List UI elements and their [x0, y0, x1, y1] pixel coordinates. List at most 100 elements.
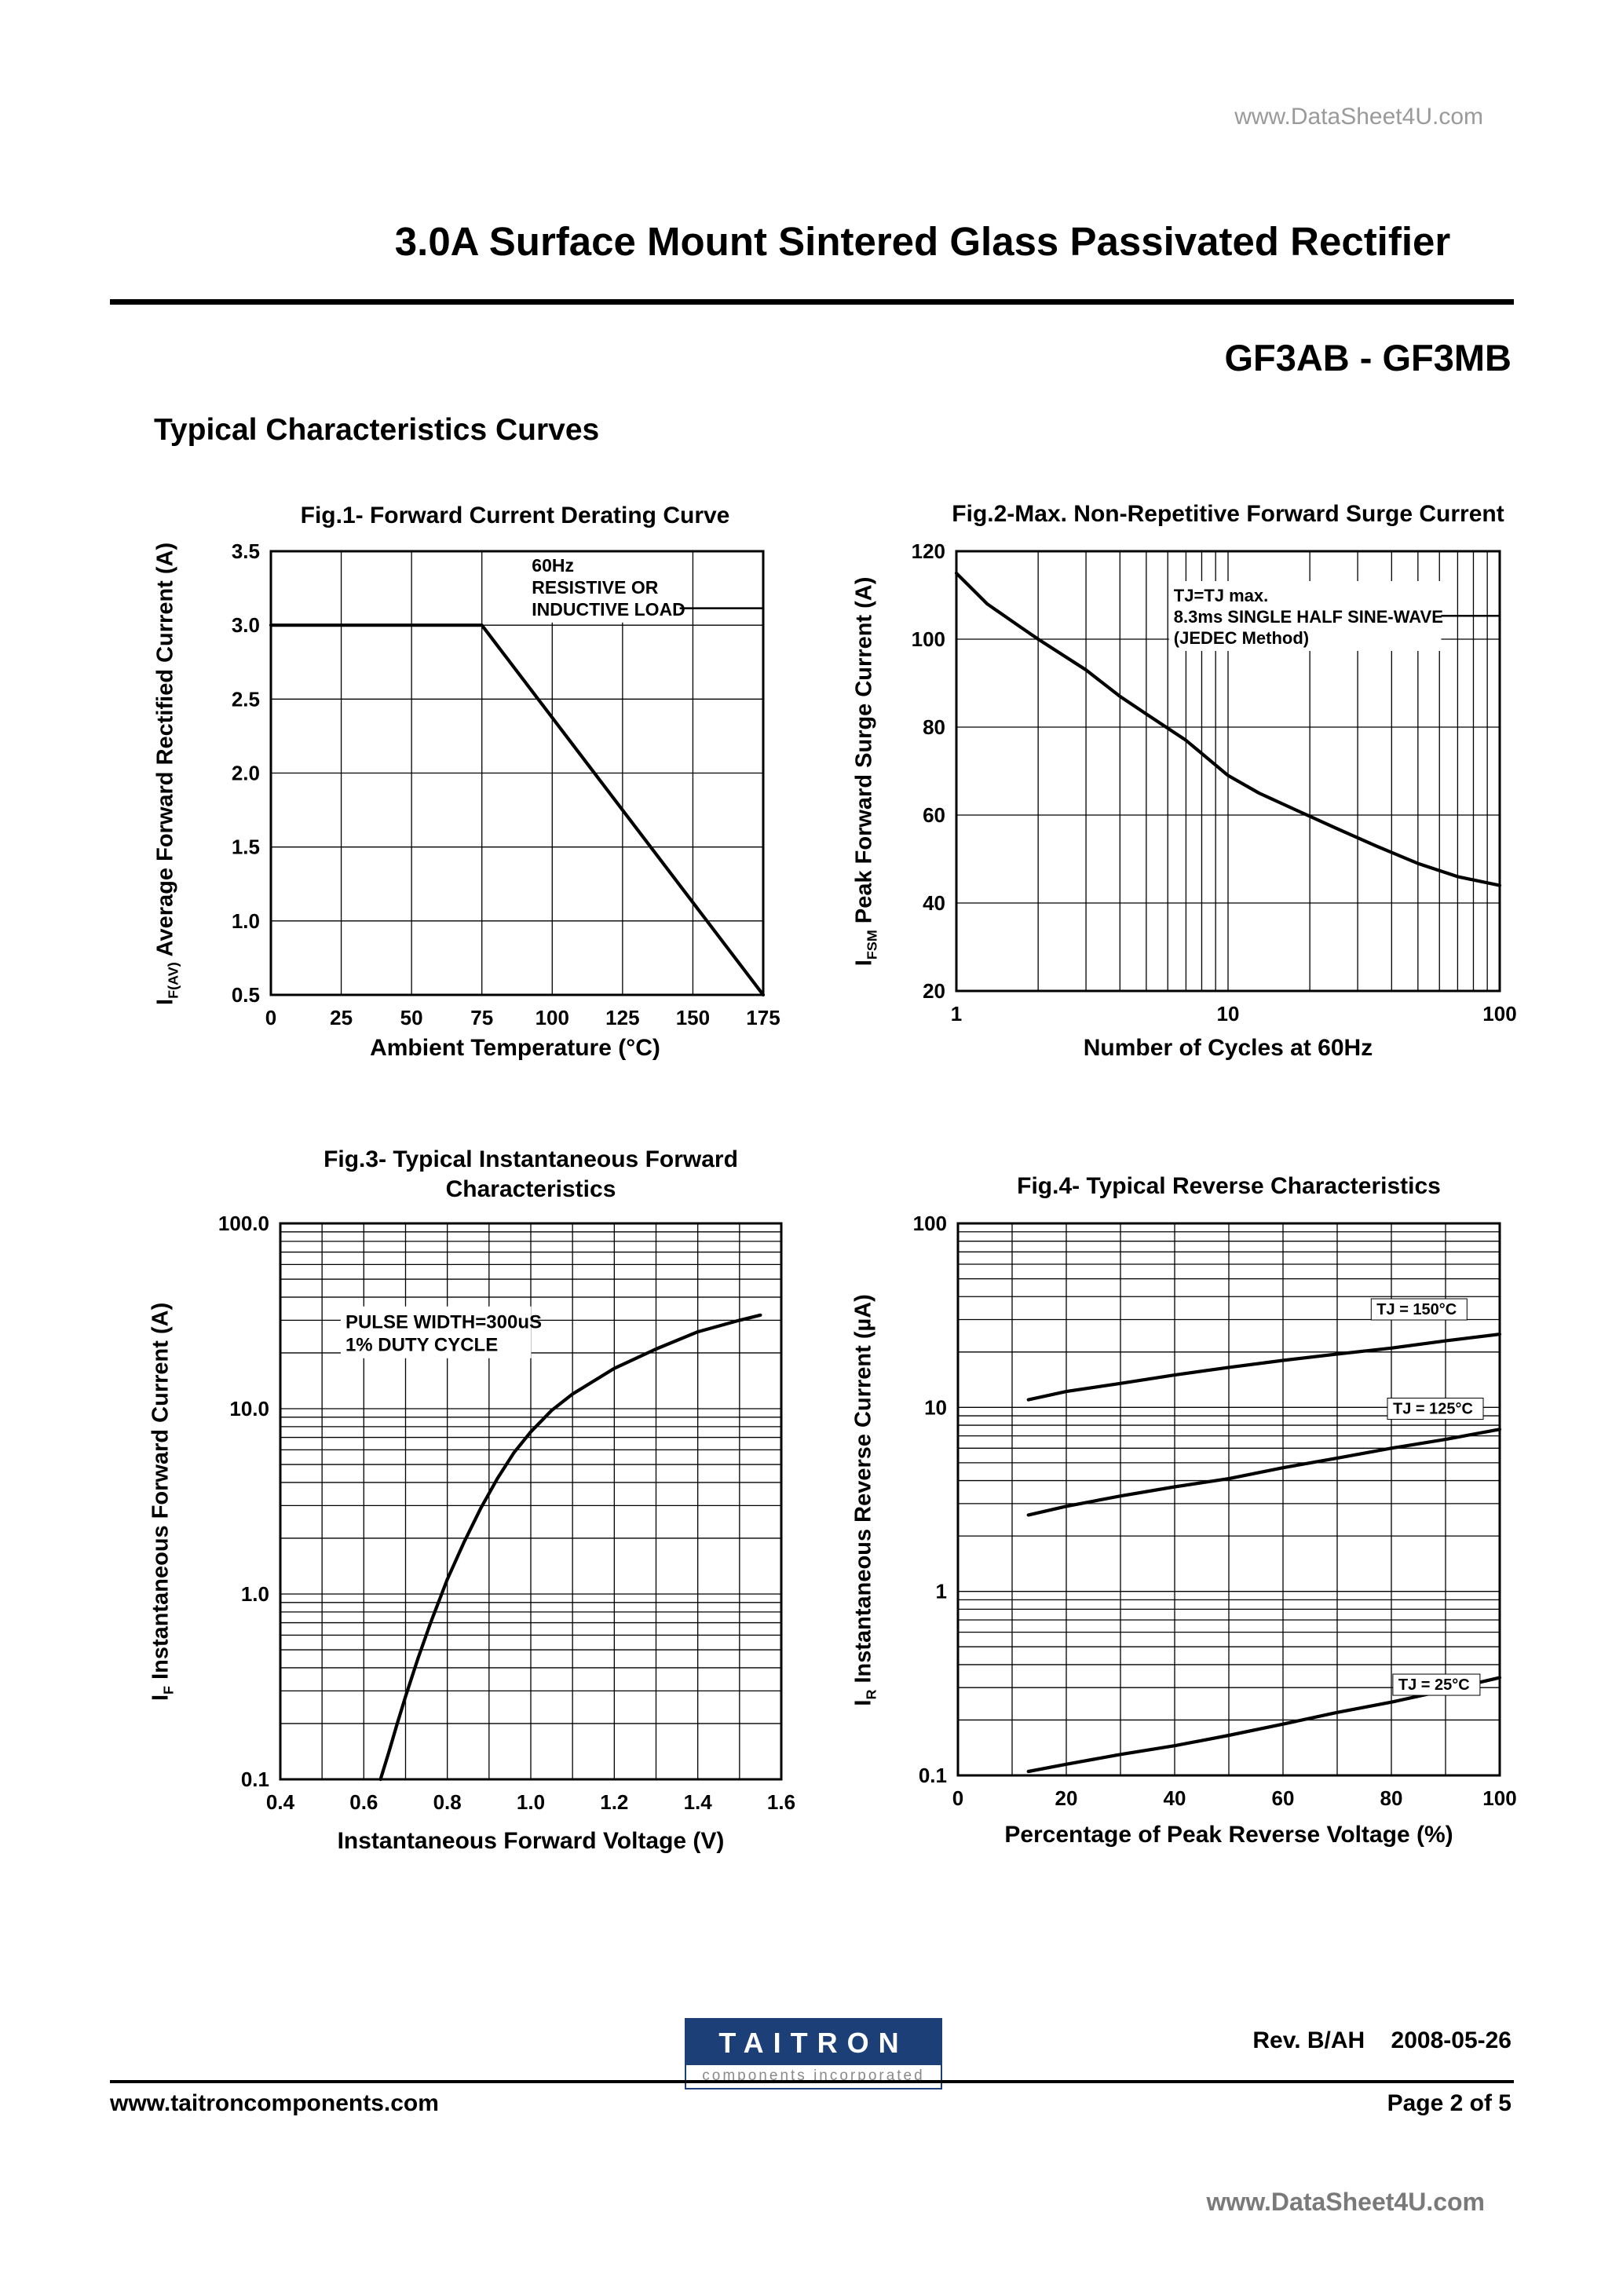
svg-text:3.0: 3.0 — [232, 613, 260, 637]
svg-text:1.0: 1.0 — [232, 909, 260, 933]
document-title: 3.0A Surface Mount Sintered Glass Passiv… — [394, 219, 1451, 264]
svg-text:60: 60 — [1272, 1786, 1295, 1810]
footer-divider — [110, 2080, 1514, 2083]
fig2-y-subscript: FSM — [864, 930, 880, 960]
svg-text:PULSE WIDTH=300uS: PULSE WIDTH=300uS — [345, 1312, 542, 1333]
fig4-x-axis-label: Percentage of Peak Reverse Voltage (%) — [1004, 1822, 1453, 1848]
svg-text:60: 60 — [923, 803, 945, 827]
taitron-logo-tagline: components incorporated — [686, 2065, 941, 2088]
svg-text:0.1: 0.1 — [919, 1764, 947, 1787]
svg-text:25: 25 — [330, 1006, 353, 1029]
taitron-logo: TAITRON components incorporated — [685, 2018, 942, 2089]
svg-text:120: 120 — [912, 539, 945, 563]
forward-characteristics-curve — [378, 1313, 762, 1782]
svg-text:1% DUTY CYCLE: 1% DUTY CYCLE — [345, 1335, 498, 1356]
fig4-y-subscript: R — [863, 1689, 879, 1700]
svg-text:100.0: 100.0 — [218, 1212, 269, 1235]
svg-text:1.2: 1.2 — [600, 1790, 628, 1814]
fig2-y-text: Peak Forward Surge Current (A) — [851, 576, 877, 930]
svg-text:8.3ms SINGLE HALF SINE-WAVE: 8.3ms SINGLE HALF SINE-WAVE — [1174, 607, 1443, 627]
fig3-y-subscript: F — [160, 1685, 177, 1695]
taitron-logo-wordmark: TAITRON — [686, 2020, 941, 2065]
svg-text:40: 40 — [1164, 1786, 1186, 1810]
svg-text:100: 100 — [1482, 1002, 1516, 1026]
svg-text:1.6: 1.6 — [767, 1790, 795, 1814]
fig2-x-axis-label: Number of Cycles at 60Hz — [1083, 1035, 1373, 1061]
part-number: GF3AB - GF3MB — [1224, 337, 1512, 378]
header-divider — [110, 299, 1514, 305]
svg-text:100: 100 — [913, 1212, 947, 1235]
company-website-link[interactable]: www.taitroncomponents.com — [110, 2090, 439, 2116]
svg-text:1.4: 1.4 — [684, 1790, 713, 1814]
fig1-y-symbol: I — [152, 998, 178, 1005]
svg-text:3.5: 3.5 — [232, 539, 260, 563]
svg-text:0.4: 0.4 — [266, 1790, 295, 1814]
svg-text:75: 75 — [470, 1006, 493, 1029]
svg-text:1: 1 — [936, 1580, 947, 1603]
fig3-y-symbol: I — [148, 1694, 174, 1702]
svg-text:0.5: 0.5 — [232, 983, 260, 1007]
page-number: Page 2 of 5 — [1387, 2090, 1512, 2116]
fig4-y-text: Instantaneous Reverse Current (µA) — [850, 1294, 876, 1690]
svg-text:10.0: 10.0 — [229, 1397, 269, 1420]
svg-text:40: 40 — [923, 891, 945, 915]
svg-text:TJ=TJ max.: TJ=TJ max. — [1174, 586, 1268, 605]
fig1-y-axis-label: IF(AV) Average Forward Rectified Current… — [153, 499, 182, 1048]
svg-text:1.0: 1.0 — [517, 1790, 545, 1814]
section-heading: Typical Characteristics Curves — [154, 413, 600, 447]
svg-text:60Hz: 60Hz — [532, 555, 574, 576]
svg-text:10: 10 — [924, 1395, 947, 1419]
fig1-x-axis-label: Ambient Temperature (°C) — [370, 1035, 660, 1061]
svg-text:TJ = 25°C: TJ = 25°C — [1398, 1676, 1470, 1694]
fig2-title: Fig.2-Max. Non-Repetitive Forward Surge … — [952, 501, 1504, 527]
fig3-x-axis-label: Instantaneous Forward Voltage (V) — [337, 1828, 725, 1854]
tj-25-curve — [1026, 1676, 1502, 1774]
svg-text:0.8: 0.8 — [433, 1790, 462, 1814]
svg-text:100: 100 — [1482, 1786, 1516, 1810]
svg-text:(JEDEC Method): (JEDEC Method) — [1174, 628, 1309, 648]
fig1-title: Fig.1- Forward Current Derating Curve — [300, 503, 730, 528]
fig4-title: Fig.4- Typical Reverse Characteristics — [1017, 1173, 1441, 1199]
svg-text:1.0: 1.0 — [241, 1582, 269, 1606]
svg-text:100: 100 — [912, 627, 945, 651]
revision-text: Rev. B/AH 2008-05-26 — [1252, 2027, 1512, 2053]
svg-text:0: 0 — [952, 1786, 963, 1810]
derating-curve — [269, 623, 766, 997]
fig3-title: Fig.3- Typical Instantaneous Forward Cha… — [324, 1146, 738, 1202]
svg-text:1.5: 1.5 — [232, 835, 260, 859]
svg-text:10: 10 — [1217, 1002, 1240, 1026]
svg-text:RESISTIVE OR: RESISTIVE OR — [532, 577, 658, 598]
fig2-y-axis-label: IFSM Peak Forward Surge Current (A) — [852, 496, 881, 1046]
fig1-y-subscript: F(AV) — [165, 962, 181, 999]
svg-text:0.6: 0.6 — [349, 1790, 378, 1814]
svg-text:0.1: 0.1 — [241, 1768, 269, 1791]
fig2-y-symbol: I — [851, 960, 877, 967]
fig2-surge-current-chart: TJ=TJ max. 8.3ms SINGLE HALF SINE-WAVE(JE… — [912, 539, 1517, 1026]
svg-text:175: 175 — [746, 1006, 780, 1029]
fig1-y-text: Average Forward Rectified Current (A) — [152, 542, 178, 963]
svg-text:INDUCTIVE LOAD: INDUCTIVE LOAD — [532, 599, 685, 620]
svg-text:1: 1 — [951, 1002, 962, 1026]
svg-text:TJ = 125°C: TJ = 125°C — [1393, 1401, 1473, 1418]
watermark-top: www.DataSheet4U.com — [1234, 104, 1483, 130]
tj-125-curve — [1026, 1428, 1502, 1517]
svg-text:125: 125 — [605, 1006, 639, 1029]
svg-text:20: 20 — [1055, 1786, 1078, 1810]
fig4-reverse-characteristics-chart: TJ = 150°CTJ = 125°CTJ = 25°C0 20 40 60 80 10… — [913, 1212, 1517, 1810]
fig3-y-axis-label: IF Instantaneous Forward Current (A) — [148, 1219, 177, 1784]
svg-text:100: 100 — [536, 1006, 569, 1029]
svg-text:TJ = 150°C: TJ = 150°C — [1376, 1301, 1457, 1318]
svg-text:80: 80 — [923, 715, 945, 739]
svg-text:80: 80 — [1380, 1786, 1403, 1810]
svg-text:20: 20 — [923, 979, 945, 1003]
svg-text:2.0: 2.0 — [232, 762, 260, 785]
surge-current-curve — [954, 571, 1502, 887]
svg-text:50: 50 — [400, 1006, 423, 1029]
watermark-bottom: www.DataSheet4U.com — [1206, 2188, 1485, 2216]
svg-text:0: 0 — [265, 1006, 276, 1029]
fig4-y-symbol: I — [850, 1699, 876, 1706]
tj-150-curve — [1026, 1333, 1502, 1402]
